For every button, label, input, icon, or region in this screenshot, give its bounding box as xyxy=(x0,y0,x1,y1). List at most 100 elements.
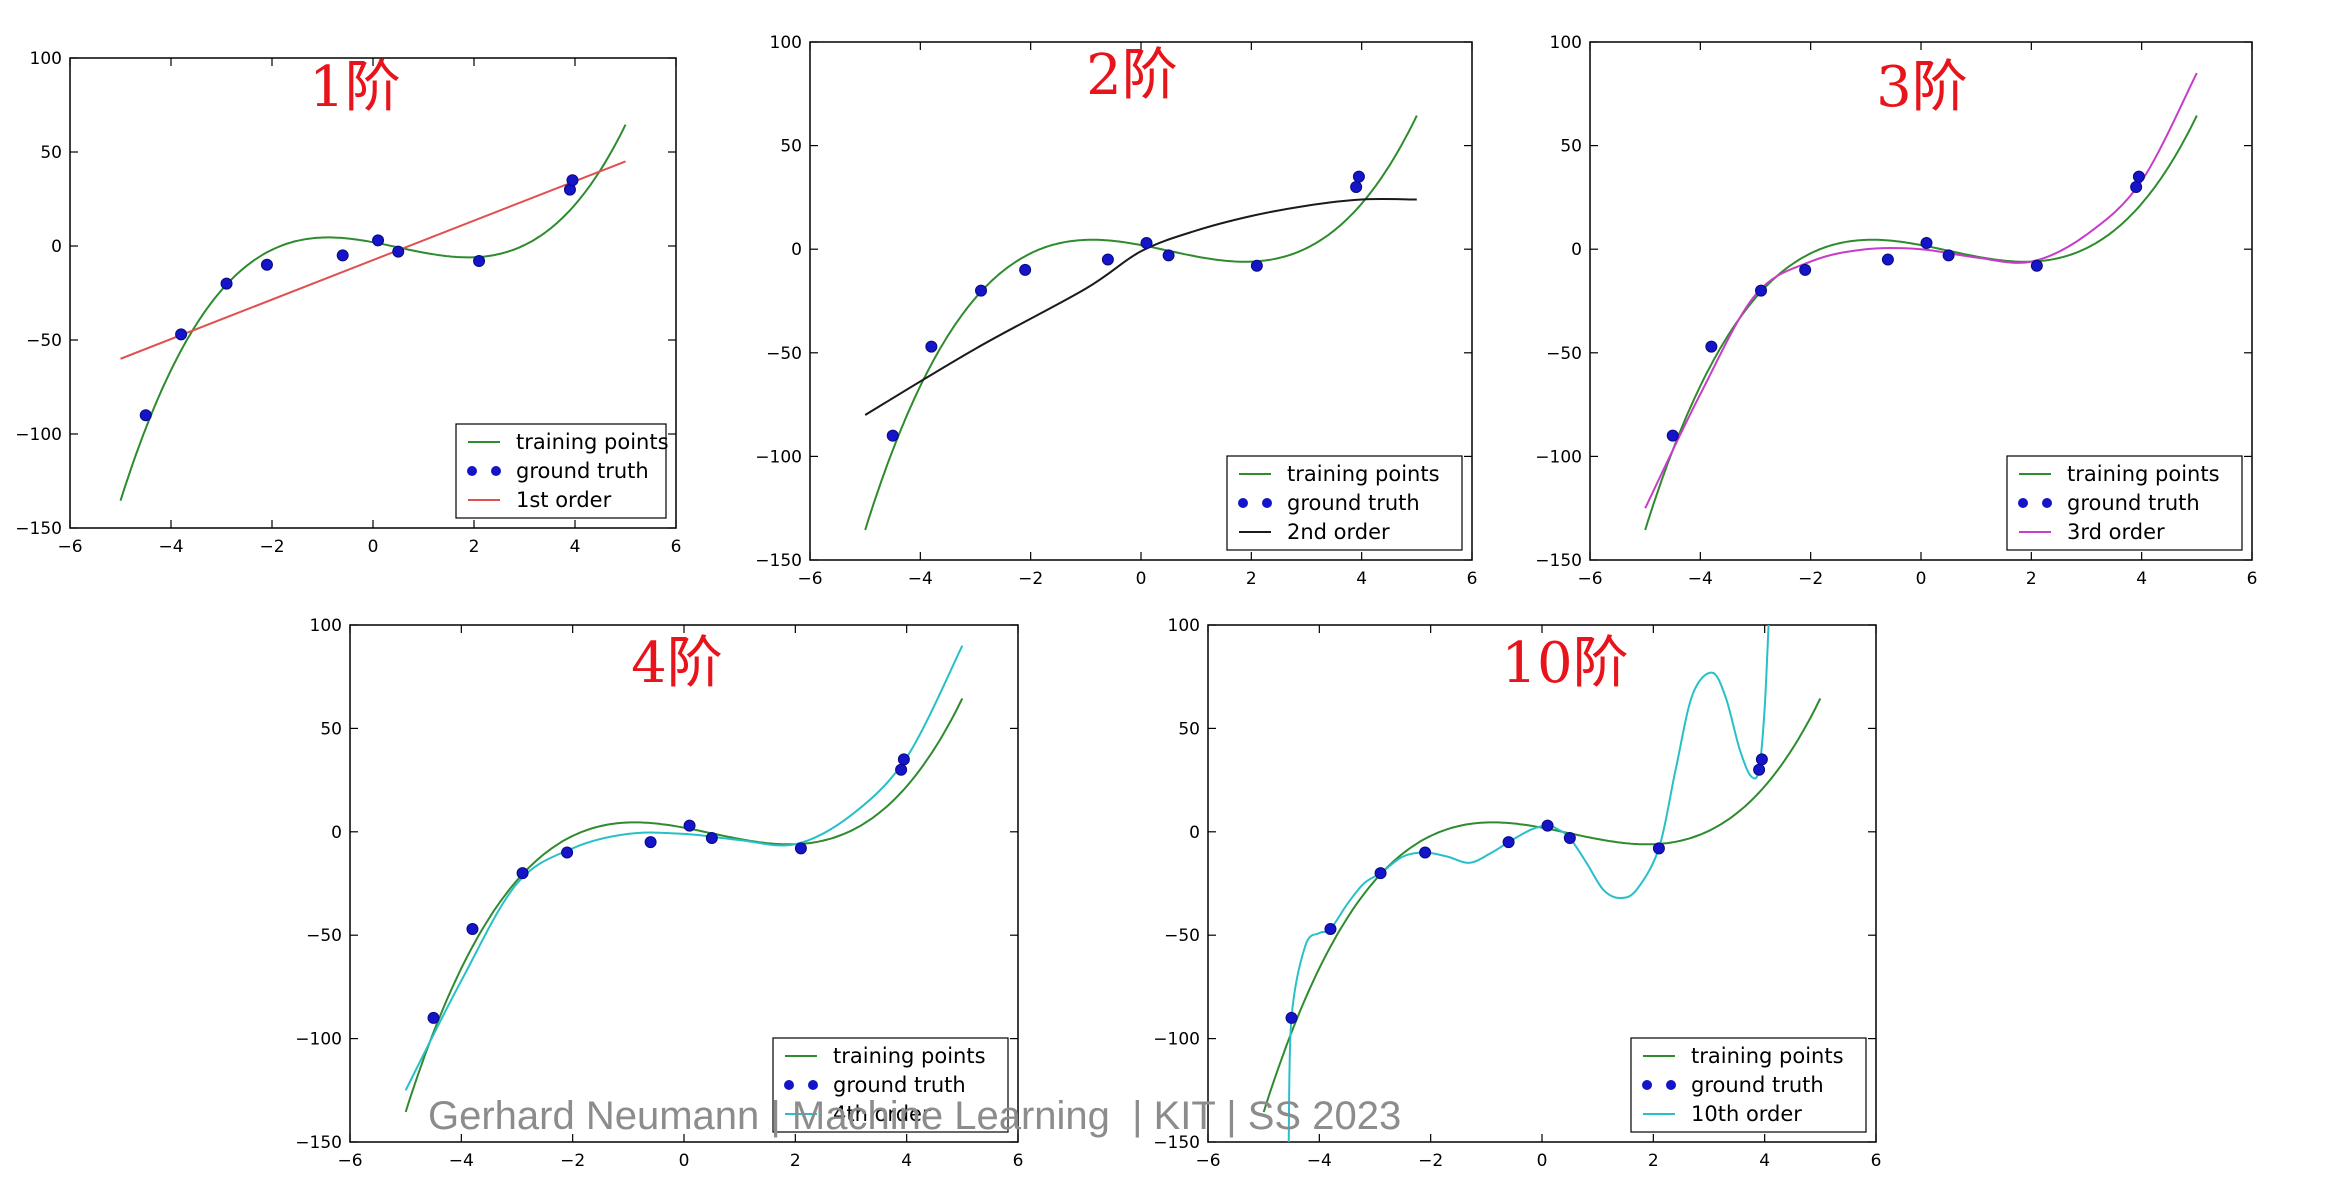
y-tick-label: −100 xyxy=(295,1030,342,1050)
legend-label: ground truth xyxy=(833,1073,966,1097)
fit-line xyxy=(120,160,626,360)
x-tick-label: 0 xyxy=(679,1151,690,1171)
x-tick-label: 4 xyxy=(1356,569,1367,589)
ground-truth-point xyxy=(897,753,910,766)
legend: training points ground truth 4th order xyxy=(772,1037,1009,1133)
legend-label: training points xyxy=(516,430,669,454)
chart-title: 2阶 xyxy=(1086,43,1178,108)
y-tick-label: 50 xyxy=(40,143,62,163)
x-tick-label: 4 xyxy=(1759,1151,1770,1171)
y-tick-label: −150 xyxy=(1153,1133,1200,1153)
x-tick-label: 2 xyxy=(790,1151,801,1171)
x-tick-label: −2 xyxy=(560,1151,585,1171)
legend-marker-ground-truth xyxy=(784,1080,794,1090)
legend: training points ground truth 3rd order xyxy=(2006,455,2243,551)
y-tick-label: −100 xyxy=(1153,1030,1200,1050)
x-tick-label: 0 xyxy=(1537,1151,1548,1171)
y-tick-label: −150 xyxy=(15,519,62,539)
chart-title: 10阶 xyxy=(1501,631,1628,696)
ground-truth-point xyxy=(566,174,579,187)
x-tick-label: −4 xyxy=(449,1151,474,1171)
ground-truth-point xyxy=(1753,763,1766,776)
ground-truth-point xyxy=(644,836,657,849)
y-tick-label: −150 xyxy=(295,1133,342,1153)
legend-marker-ground-truth xyxy=(1642,1080,1652,1090)
y-tick-label: 0 xyxy=(51,237,62,257)
plot-area xyxy=(119,124,627,502)
ground-truth-point xyxy=(516,867,529,880)
ground-truth-point xyxy=(895,763,908,776)
ground-truth-point xyxy=(925,340,938,353)
x-tick-label: −4 xyxy=(1688,569,1713,589)
legend: training points ground truth 2nd order xyxy=(1226,455,1463,551)
x-tick-label: −2 xyxy=(1798,569,1823,589)
legend-label: 10th order xyxy=(1691,1102,1802,1126)
legend-label: training points xyxy=(1691,1044,1844,1068)
ground-truth-point xyxy=(139,409,152,422)
ground-truth-point xyxy=(1705,340,1718,353)
ground-truth-point xyxy=(2132,170,2145,183)
x-tick-label: 6 xyxy=(1467,569,1478,589)
y-tick-label: −100 xyxy=(755,447,802,467)
x-tick-label: −4 xyxy=(1307,1151,1332,1171)
y-tick-label: −50 xyxy=(766,344,802,364)
y-tick-label: 100 xyxy=(770,33,802,53)
subplot-3: −6 −4 −2 0 2 4 6 −150 −100 −50 0 50 100 3阶 training po… xyxy=(1535,33,2257,589)
x-tick-label: 6 xyxy=(1871,1151,1882,1171)
ground-truth-point xyxy=(1563,832,1576,845)
plot-area xyxy=(1644,72,2198,531)
ground-truth-point xyxy=(1799,263,1812,276)
plot-area xyxy=(404,645,964,1113)
ground-truth-point xyxy=(372,234,385,247)
chart-title: 4阶 xyxy=(631,631,723,696)
ground-truth-point xyxy=(1502,836,1515,849)
x-tick-label: 4 xyxy=(2136,569,2147,589)
ground-truth-point xyxy=(473,255,486,268)
x-tick-label: −6 xyxy=(337,1151,362,1171)
ground-truth-point xyxy=(1162,249,1175,262)
ground-truth-point xyxy=(1285,1011,1298,1024)
legend-label: training points xyxy=(2067,462,2220,486)
legend-marker-ground-truth xyxy=(808,1080,818,1090)
ground-truth-point xyxy=(2030,259,2043,272)
plot-area xyxy=(1262,625,1822,1142)
legend-label: training points xyxy=(1287,462,1440,486)
legend-marker-ground-truth xyxy=(2042,498,2052,508)
y-tick-label: 0 xyxy=(331,823,342,843)
x-tick-label: −6 xyxy=(57,537,82,557)
x-tick-label: 6 xyxy=(2247,569,2258,589)
y-tick-label: −50 xyxy=(26,331,62,351)
chart-title: 3阶 xyxy=(1876,55,1968,120)
fit-line xyxy=(404,645,964,1091)
y-tick-label: 100 xyxy=(310,616,342,636)
legend-marker-ground-truth xyxy=(2018,498,2028,508)
ground-truth-point xyxy=(886,429,899,442)
ground-truth-point xyxy=(1755,753,1768,766)
legend-label: ground truth xyxy=(1691,1073,1824,1097)
subplot-2: −6 −4 −2 0 2 4 6 −150 −100 −50 0 50 100 2阶 training po… xyxy=(755,33,1477,589)
x-tick-label: 4 xyxy=(570,537,581,557)
legend-label: ground truth xyxy=(1287,491,1420,515)
ground-truth-point xyxy=(1881,253,1894,266)
subplot-5: −6 −4 −2 0 2 4 6 −150 −100 −50 0 50 100 10阶 training p… xyxy=(1153,616,1881,1171)
legend-box xyxy=(772,1037,1009,1133)
legend: training points ground truth 10th order xyxy=(1630,1037,1867,1133)
legend-box xyxy=(1630,1037,1867,1133)
footer-caption: Gerhard Neumann | Machine Learning | KIT… xyxy=(428,1094,1402,1138)
ground-truth-point xyxy=(427,1011,440,1024)
legend-marker-ground-truth xyxy=(491,466,501,476)
ground-truth-point xyxy=(2130,181,2143,194)
x-tick-label: 6 xyxy=(1013,1151,1024,1171)
ground-truth-point xyxy=(794,842,807,855)
ground-truth-point xyxy=(1140,236,1153,249)
y-tick-label: 100 xyxy=(1168,616,1200,636)
legend-label: 2nd order xyxy=(1287,520,1390,544)
ground-truth-point xyxy=(1652,842,1665,855)
y-tick-label: 0 xyxy=(1571,240,1582,260)
ground-truth-point xyxy=(1352,170,1365,183)
legend-label: training points xyxy=(833,1044,986,1068)
y-tick-label: −50 xyxy=(306,926,342,946)
fit-line xyxy=(1644,72,2198,509)
ground-truth-point xyxy=(561,846,574,859)
